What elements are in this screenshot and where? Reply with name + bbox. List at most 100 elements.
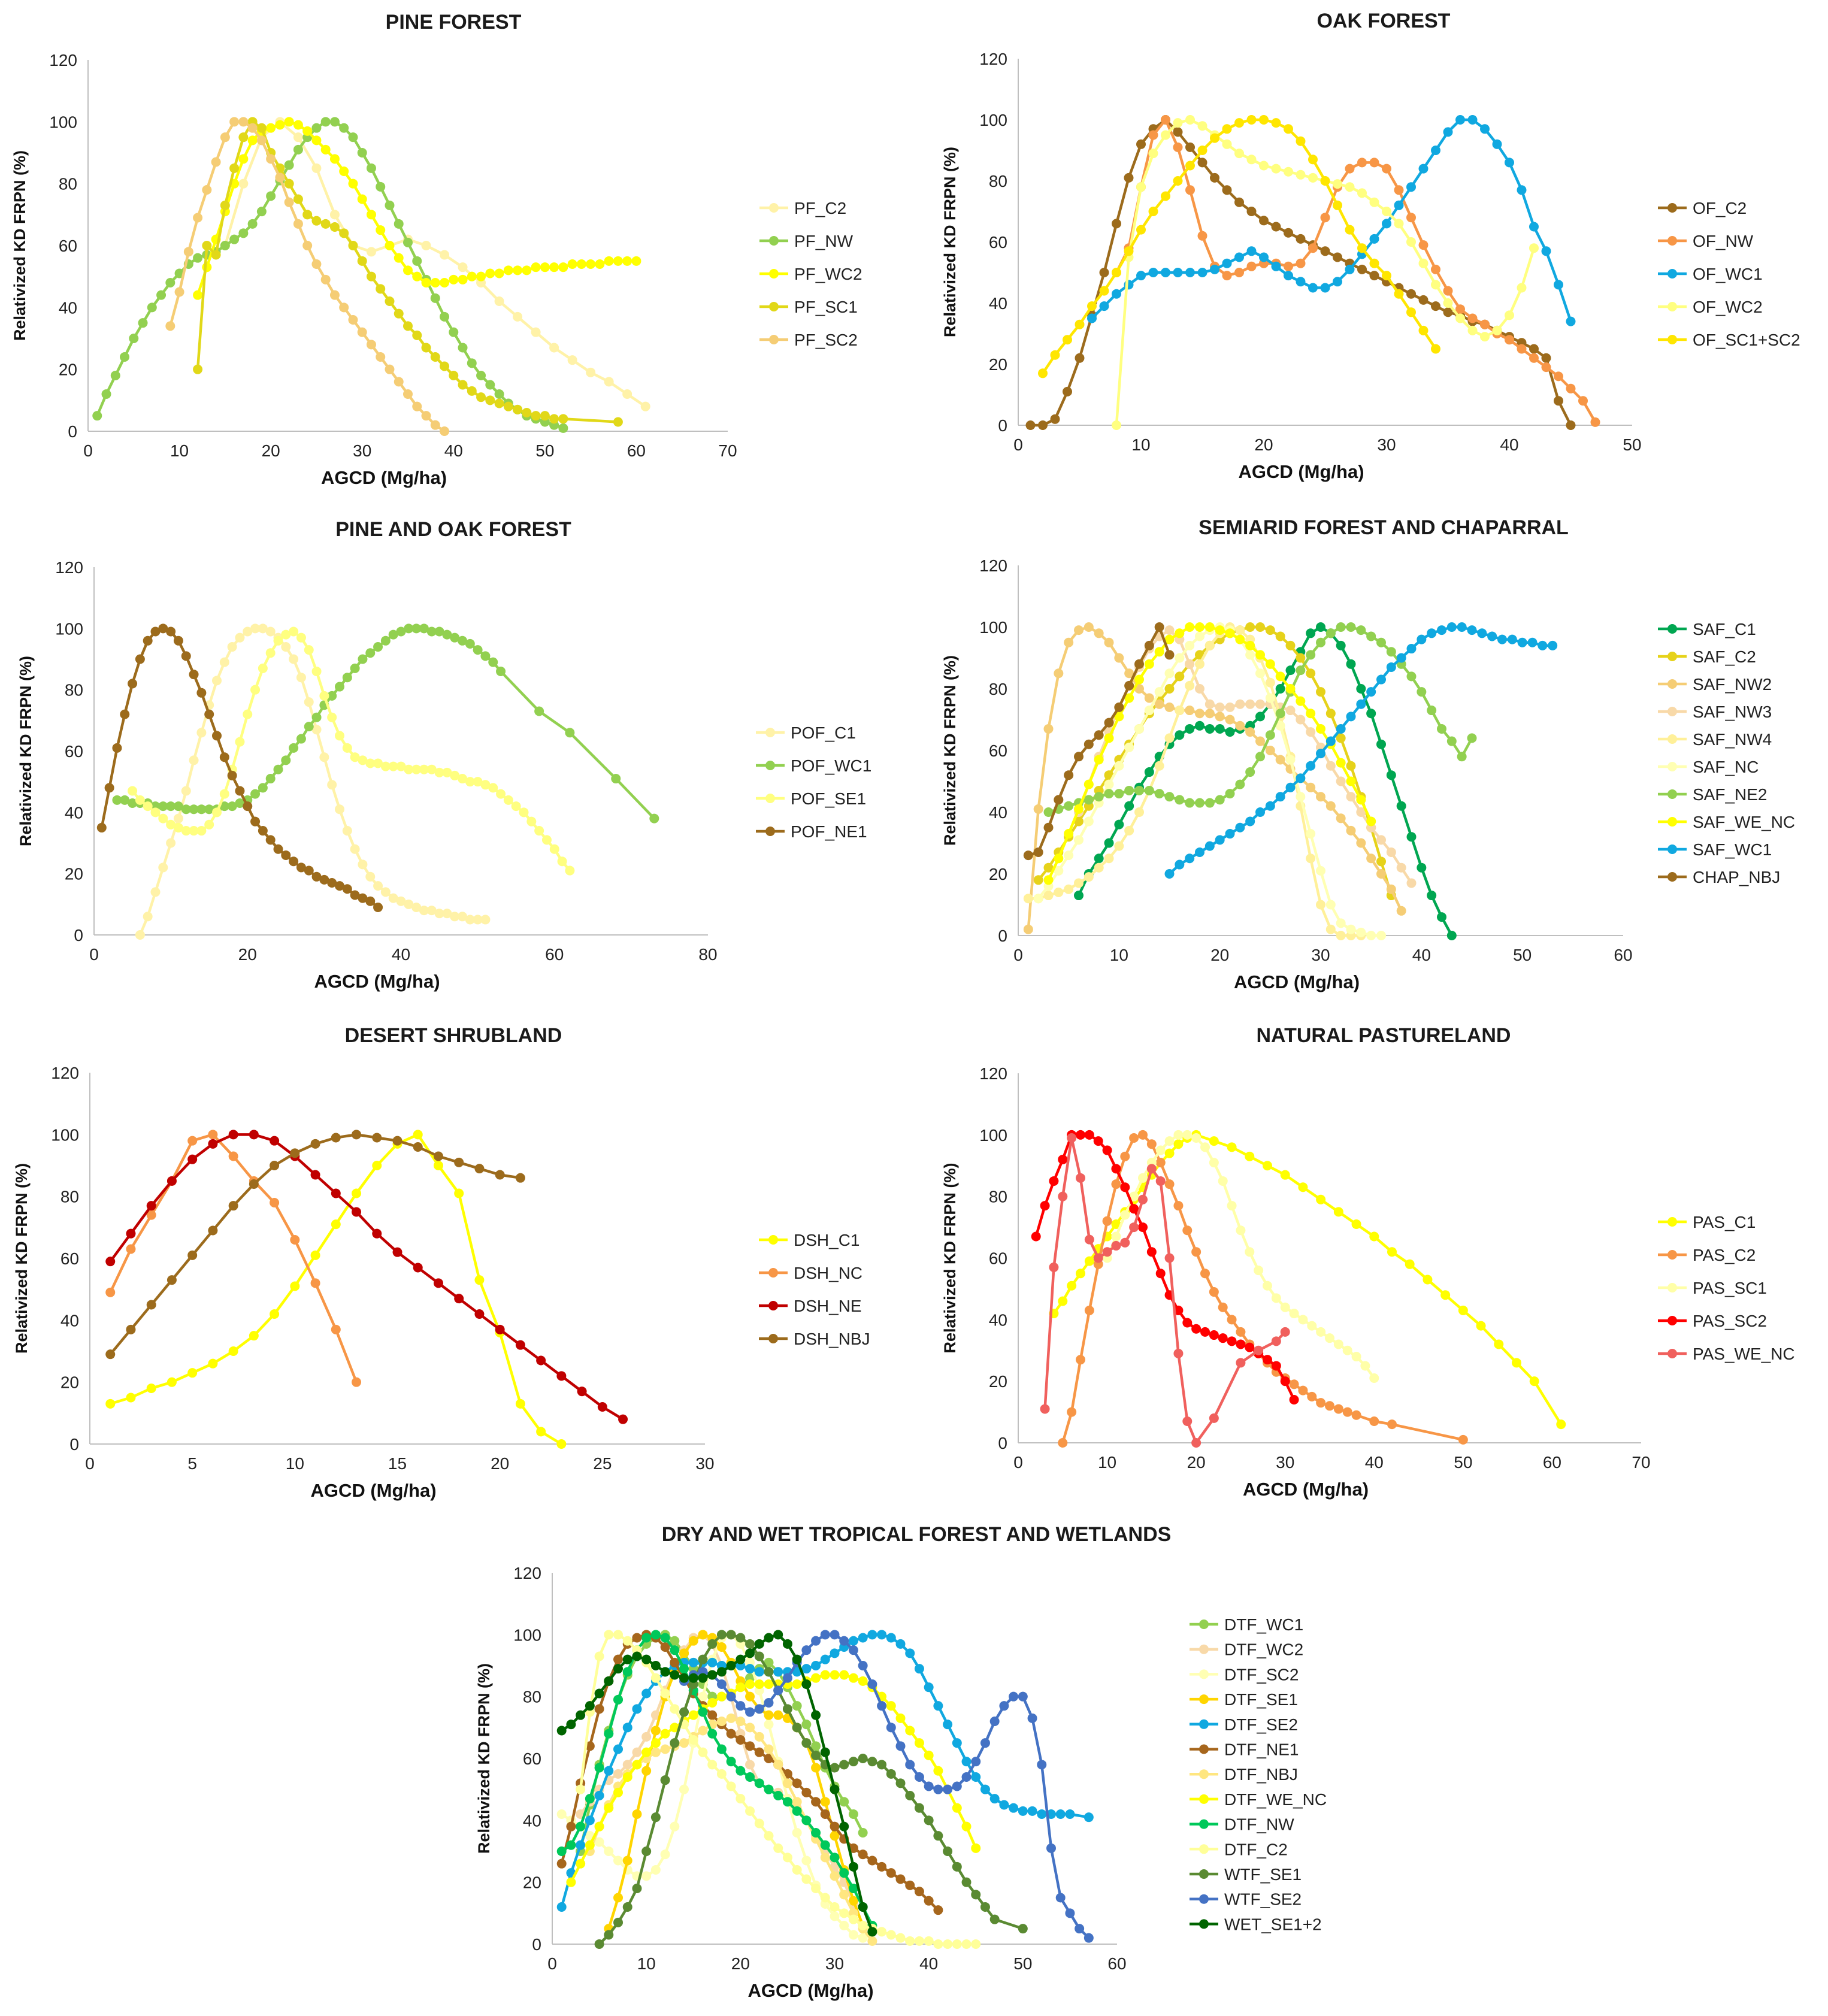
data-point (1382, 219, 1391, 229)
data-point (1285, 755, 1296, 765)
data-point (366, 340, 376, 350)
data-point (376, 352, 386, 362)
data-point (1043, 891, 1054, 901)
data-point (622, 256, 632, 266)
data-point (189, 670, 199, 680)
data-point (534, 826, 544, 836)
data-point (1316, 637, 1325, 647)
legend-item-dtf-nw: DTF_NW (1190, 1815, 1294, 1834)
data-point (302, 210, 313, 220)
data-point (1285, 684, 1296, 694)
legend-label: WTF_SE2 (1224, 1890, 1302, 1909)
data-point (1336, 733, 1346, 743)
data-point (1218, 1176, 1228, 1186)
data-point (284, 117, 294, 127)
data-point (618, 1414, 628, 1424)
legend-marker (1667, 872, 1677, 882)
data-point (1529, 222, 1539, 232)
data-point (830, 1902, 840, 1912)
data-point (1120, 1237, 1130, 1248)
legend-label: PF_SC2 (794, 331, 858, 349)
data-point (1111, 1179, 1121, 1189)
data-point (465, 915, 475, 925)
data-point (1366, 931, 1376, 940)
legend-label: DTF_NBJ (1224, 1765, 1298, 1784)
legend-label: DSH_NE (794, 1297, 862, 1315)
data-point (135, 930, 145, 940)
data-point (726, 1781, 736, 1791)
data-point (1369, 1231, 1379, 1242)
data-point (1527, 637, 1538, 647)
data-point (792, 1797, 802, 1807)
data-point (450, 770, 460, 780)
data-point (485, 380, 495, 390)
data-point (1271, 1361, 1281, 1371)
data-point (1296, 277, 1306, 287)
data-point (924, 1682, 934, 1693)
data-point (1517, 344, 1527, 354)
data-point (1275, 671, 1285, 682)
legend-marker (765, 794, 775, 803)
data-point (1541, 362, 1551, 373)
data-point (1064, 850, 1074, 861)
legend-item-pof-wc1: POF_WC1 (756, 756, 871, 775)
data-point (924, 1815, 934, 1826)
x-tick-label: 20 (491, 1454, 509, 1473)
data-point (1254, 1266, 1264, 1276)
x-tick-label: 0 (547, 1954, 557, 1973)
y-tick-label: 80 (989, 172, 1007, 190)
data-point (1084, 1130, 1094, 1140)
data-point (1245, 1151, 1255, 1161)
data-point (716, 1630, 727, 1640)
data-point (556, 1439, 567, 1449)
data-point (576, 1840, 586, 1850)
data-point (1386, 647, 1396, 657)
data-point (150, 887, 161, 897)
data-point (943, 1939, 953, 1949)
data-point (358, 859, 368, 870)
data-point (189, 804, 199, 815)
legend-label: DTF_NE1 (1224, 1740, 1299, 1759)
data-point (1099, 286, 1109, 296)
data-point (999, 1701, 1009, 1711)
data-point (745, 1639, 755, 1649)
data-point (1538, 640, 1548, 650)
data-point (304, 722, 314, 732)
chart-title: NATURAL PASTURELAND (1257, 1024, 1511, 1047)
data-point (1111, 1240, 1121, 1251)
data-point (576, 1784, 586, 1794)
data-point (604, 377, 614, 387)
legend-marker (1199, 1719, 1209, 1729)
data-point (952, 1781, 962, 1791)
data-point (726, 1661, 736, 1670)
data-point (764, 1667, 774, 1677)
data-point (1161, 115, 1170, 125)
y-tick-label: 40 (989, 1310, 1007, 1329)
data-point (412, 401, 422, 411)
data-point (801, 1738, 812, 1748)
data-point (1074, 625, 1084, 635)
data-point (1316, 749, 1325, 759)
x-tick-label: 20 (262, 441, 280, 460)
data-point (310, 1278, 320, 1288)
data-point (342, 673, 352, 683)
data-point (1427, 891, 1437, 901)
data-point (1275, 631, 1285, 641)
data-point (1138, 1130, 1148, 1140)
data-point (792, 1865, 802, 1875)
data-point (335, 804, 344, 815)
data-point (1455, 304, 1465, 314)
data-point (848, 1896, 858, 1906)
data-point (1075, 1924, 1085, 1934)
data-point (773, 1710, 783, 1720)
data-point (924, 1781, 934, 1791)
data-point (1255, 668, 1265, 679)
data-point (567, 259, 577, 269)
data-point (1094, 792, 1104, 802)
x-tick-label: 70 (1632, 1453, 1650, 1472)
data-point (1236, 1358, 1246, 1368)
data-point (412, 330, 422, 340)
data-point (450, 632, 460, 643)
